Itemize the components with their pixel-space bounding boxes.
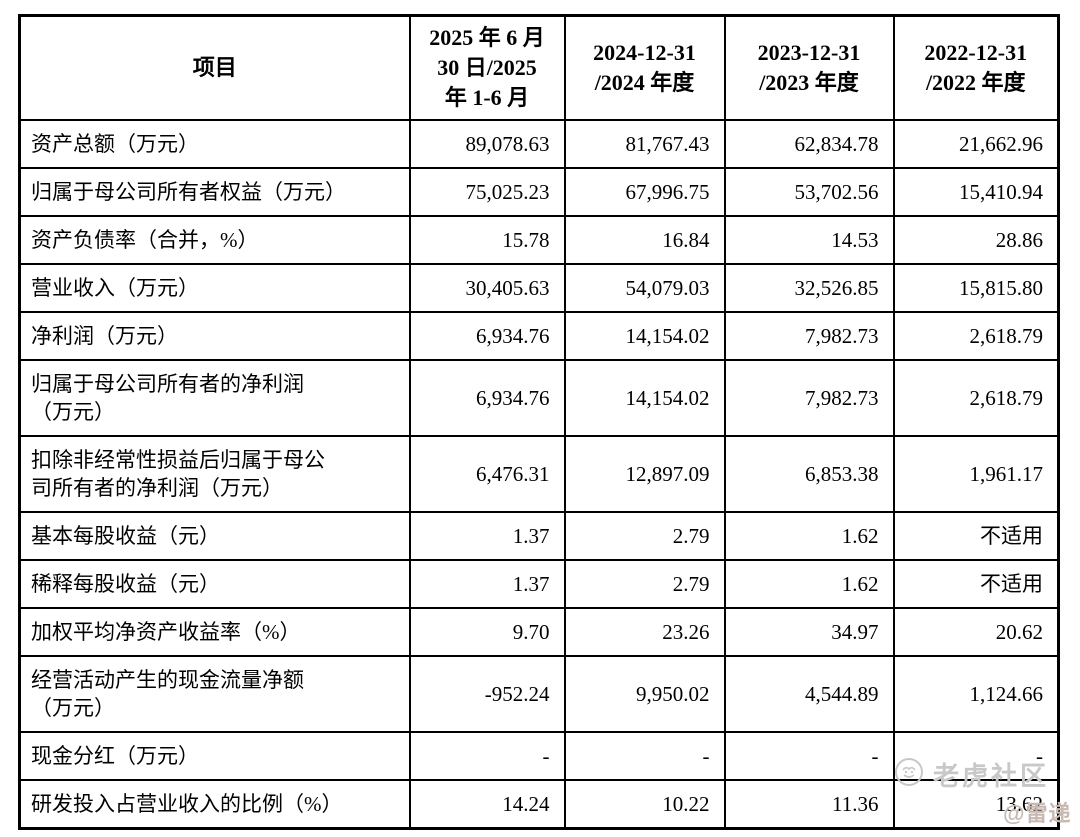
financial-summary-table: 项目 2025 年 6 月 30 日/2025 年 1-6 月 2024-12-3… <box>18 14 1060 830</box>
table-header-row: 项目 2025 年 6 月 30 日/2025 年 1-6 月 2024-12-3… <box>18 14 1060 121</box>
row-value-2023: 11.36 <box>723 779 895 830</box>
row-value-2025h1: 89,078.63 <box>408 119 566 169</box>
row-value-2023: 6,853.38 <box>723 435 895 513</box>
row-value-2022: - <box>892 731 1060 781</box>
row-value-2022: 13.62 <box>892 779 1060 830</box>
row-value-2023: 62,834.78 <box>723 119 895 169</box>
row-label: 现金分红（万元） <box>18 731 411 781</box>
row-value-2024: 10.22 <box>563 779 726 830</box>
row-value-2025h1: 1.37 <box>408 511 566 561</box>
row-label: 营业收入（万元） <box>18 263 411 313</box>
row-value-2022: 不适用 <box>892 559 1060 609</box>
table-row: 营业收入（万元） 30,405.63 54,079.03 32,526.85 1… <box>18 263 1060 313</box>
column-header-period: 2023-12-31 /2023 年度 <box>723 14 895 121</box>
row-value-2023: 53,702.56 <box>723 167 895 217</box>
row-label: 资产总额（万元） <box>18 119 411 169</box>
row-label: 净利润（万元） <box>18 311 411 361</box>
row-value-2022: 28.86 <box>892 215 1060 265</box>
row-value-2024: 16.84 <box>563 215 726 265</box>
row-value-2024: 14,154.02 <box>563 311 726 361</box>
row-value-2024: 14,154.02 <box>563 359 726 437</box>
row-value-2022: 15,410.94 <box>892 167 1060 217</box>
row-value-2025h1: 9.70 <box>408 607 566 657</box>
row-label: 资产负债率（合并，%） <box>18 215 411 265</box>
row-value-2022: 1,961.17 <box>892 435 1060 513</box>
row-label: 归属于母公司所有者的净利润 （万元） <box>18 359 411 437</box>
row-value-2024: 81,767.43 <box>563 119 726 169</box>
row-value-2025h1: 14.24 <box>408 779 566 830</box>
row-value-2024: 67,996.75 <box>563 167 726 217</box>
table-row: 加权平均净资产收益率（%） 9.70 23.26 34.97 20.62 <box>18 607 1060 657</box>
row-value-2025h1: 1.37 <box>408 559 566 609</box>
row-value-2022: 不适用 <box>892 511 1060 561</box>
row-value-2023: - <box>723 731 895 781</box>
row-value-2025h1: 75,025.23 <box>408 167 566 217</box>
row-value-2023: 7,982.73 <box>723 359 895 437</box>
row-value-2025h1: - <box>408 731 566 781</box>
row-label: 经营活动产生的现金流量净额 （万元） <box>18 655 411 733</box>
table-row: 归属于母公司所有者的净利润 （万元） 6,934.76 14,154.02 7,… <box>18 359 1060 437</box>
table-row: 归属于母公司所有者权益（万元） 75,025.23 67,996.75 53,7… <box>18 167 1060 217</box>
row-label: 稀释每股收益（元） <box>18 559 411 609</box>
table-row: 稀释每股收益（元） 1.37 2.79 1.62 不适用 <box>18 559 1060 609</box>
row-value-2023: 34.97 <box>723 607 895 657</box>
row-value-2024: - <box>563 731 726 781</box>
row-label: 归属于母公司所有者权益（万元） <box>18 167 411 217</box>
row-label: 研发投入占营业收入的比例（%） <box>18 779 411 830</box>
row-value-2025h1: 6,934.76 <box>408 311 566 361</box>
row-value-2022: 20.62 <box>892 607 1060 657</box>
row-label: 基本每股收益（元） <box>18 511 411 561</box>
column-header-period: 2025 年 6 月 30 日/2025 年 1-6 月 <box>408 14 566 121</box>
column-header-period: 2022-12-31 /2022 年度 <box>892 14 1060 121</box>
column-header-item: 项目 <box>18 14 411 121</box>
row-value-2023: 1.62 <box>723 511 895 561</box>
column-header-period: 2024-12-31 /2024 年度 <box>563 14 726 121</box>
row-value-2023: 14.53 <box>723 215 895 265</box>
row-value-2022: 2,618.79 <box>892 359 1060 437</box>
table-row: 现金分红（万元） - - - - <box>18 731 1060 781</box>
row-value-2025h1: 6,476.31 <box>408 435 566 513</box>
row-value-2023: 1.62 <box>723 559 895 609</box>
table-row: 资产负债率（合并，%） 15.78 16.84 14.53 28.86 <box>18 215 1060 265</box>
table-row: 扣除非经常性损益后归属于母公 司所有者的净利润（万元） 6,476.31 12,… <box>18 435 1060 513</box>
table-row: 经营活动产生的现金流量净额 （万元） -952.24 9,950.02 4,54… <box>18 655 1060 733</box>
row-value-2024: 2.79 <box>563 511 726 561</box>
row-value-2024: 12,897.09 <box>563 435 726 513</box>
table-row: 基本每股收益（元） 1.37 2.79 1.62 不适用 <box>18 511 1060 561</box>
row-value-2024: 54,079.03 <box>563 263 726 313</box>
table-row: 研发投入占营业收入的比例（%） 14.24 10.22 11.36 13.62 <box>18 779 1060 830</box>
row-value-2025h1: 6,934.76 <box>408 359 566 437</box>
row-value-2022: 1,124.66 <box>892 655 1060 733</box>
row-value-2022: 15,815.80 <box>892 263 1060 313</box>
row-value-2022: 2,618.79 <box>892 311 1060 361</box>
row-value-2023: 4,544.89 <box>723 655 895 733</box>
row-label: 扣除非经常性损益后归属于母公 司所有者的净利润（万元） <box>18 435 411 513</box>
row-value-2024: 9,950.02 <box>563 655 726 733</box>
row-value-2025h1: 30,405.63 <box>408 263 566 313</box>
table-row: 资产总额（万元） 89,078.63 81,767.43 62,834.78 2… <box>18 119 1060 169</box>
row-value-2024: 23.26 <box>563 607 726 657</box>
row-label: 加权平均净资产收益率（%） <box>18 607 411 657</box>
row-value-2023: 32,526.85 <box>723 263 895 313</box>
row-value-2025h1: -952.24 <box>408 655 566 733</box>
row-value-2025h1: 15.78 <box>408 215 566 265</box>
table-row: 净利润（万元） 6,934.76 14,154.02 7,982.73 2,61… <box>18 311 1060 361</box>
row-value-2023: 7,982.73 <box>723 311 895 361</box>
row-value-2024: 2.79 <box>563 559 726 609</box>
row-value-2022: 21,662.96 <box>892 119 1060 169</box>
